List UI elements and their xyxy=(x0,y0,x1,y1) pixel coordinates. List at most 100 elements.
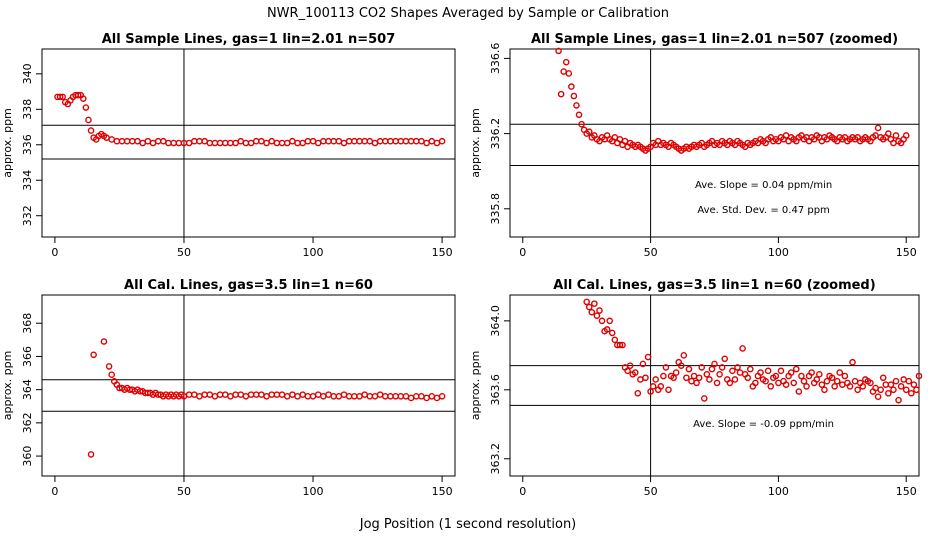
data-point xyxy=(387,392,394,400)
data-point xyxy=(703,370,711,378)
data-point xyxy=(897,383,905,390)
data-point xyxy=(644,353,652,361)
data-point xyxy=(268,137,276,145)
y-axis-label: approx. ppm xyxy=(469,351,482,421)
data-point xyxy=(345,137,353,145)
data-point xyxy=(412,392,420,400)
data-point xyxy=(227,139,234,147)
data-point xyxy=(639,360,647,368)
data-point xyxy=(915,372,923,380)
data-point xyxy=(242,139,250,147)
data-point xyxy=(268,391,276,398)
data-point xyxy=(134,137,141,145)
data-point xyxy=(160,137,167,145)
data-point xyxy=(795,388,803,395)
x-tick-label: 50 xyxy=(644,485,658,498)
data-point xyxy=(685,365,693,373)
data-point xyxy=(698,364,706,371)
data-point xyxy=(608,329,616,337)
data-point xyxy=(80,95,87,102)
data-point xyxy=(273,139,281,147)
x-tick-label: 100 xyxy=(768,485,789,498)
data-point xyxy=(392,137,399,145)
data-point xyxy=(221,139,229,147)
data-point xyxy=(647,388,654,395)
data-point xyxy=(670,374,677,382)
data-point xyxy=(787,369,795,376)
y-tick-label: 335.8 xyxy=(489,193,502,225)
y-tick-label: 332 xyxy=(21,205,34,226)
data-point xyxy=(833,377,841,385)
data-point xyxy=(913,386,920,394)
data-point xyxy=(793,365,800,373)
data-point xyxy=(729,367,736,375)
data-point xyxy=(325,391,332,398)
data-point xyxy=(818,381,826,388)
figure-x-axis-label: Jog Position (1 second resolution) xyxy=(359,517,577,532)
plot-frame xyxy=(41,294,456,477)
data-point xyxy=(885,130,892,137)
data-point xyxy=(652,376,660,383)
data-point xyxy=(108,136,115,143)
data-point xyxy=(874,393,882,401)
data-point xyxy=(320,392,327,400)
data-point xyxy=(438,392,446,400)
data-point xyxy=(731,376,739,383)
data-point xyxy=(371,139,379,147)
x-tick-label: 150 xyxy=(432,246,453,259)
data-point xyxy=(237,391,245,398)
data-point xyxy=(90,351,97,359)
data-point xyxy=(665,386,672,394)
chart-panel-3: All Cal. Lines, gas=3.5 lin=1 n=60 0 50 100… xyxy=(1,278,456,498)
data-point xyxy=(87,451,95,458)
data-point xyxy=(626,362,634,369)
data-point xyxy=(555,47,562,55)
chart-title: All Sample Lines, gas=1 lin=2.01 n=507 xyxy=(102,32,396,47)
data-point xyxy=(892,377,900,385)
data-point xyxy=(382,137,389,145)
data-point xyxy=(289,137,296,145)
y-tick-label: 340 xyxy=(21,63,34,84)
data-point xyxy=(407,394,415,402)
data-point xyxy=(593,312,601,319)
y-tick-label: 363.2 xyxy=(489,443,502,475)
y-axis-label: approx. ppm xyxy=(469,108,482,178)
data-point xyxy=(252,391,260,398)
data-point xyxy=(634,389,642,397)
y-tick-label: 362 xyxy=(21,412,34,433)
data-point xyxy=(283,392,291,400)
data-point xyxy=(823,377,831,385)
data-point xyxy=(631,369,639,376)
x-tick-label: 150 xyxy=(896,246,917,259)
data-point xyxy=(144,137,152,145)
data-point xyxy=(877,386,884,394)
data-point xyxy=(757,369,764,376)
data-point xyxy=(433,394,441,402)
data-point xyxy=(242,392,250,400)
plot-frame xyxy=(509,48,920,238)
data-point xyxy=(603,326,611,333)
data-point xyxy=(708,365,716,373)
chart-title: All Cal. Lines, gas=3.5 lin=1 n=60 (zoom… xyxy=(553,278,875,293)
data-point xyxy=(790,379,798,387)
data-point xyxy=(739,345,746,352)
y-axis-label: approx. ppm xyxy=(1,108,14,178)
data-point xyxy=(849,358,856,366)
data-point xyxy=(726,379,734,387)
data-point xyxy=(412,137,420,145)
data-point xyxy=(196,137,203,145)
x-tick-label: 150 xyxy=(432,485,453,498)
data-point xyxy=(591,300,598,307)
data-point xyxy=(299,139,307,147)
data-point xyxy=(683,374,690,382)
data-point xyxy=(320,137,327,145)
data-point xyxy=(221,391,229,398)
x-tick-label: 50 xyxy=(644,246,658,259)
data-point xyxy=(734,364,741,371)
data-point xyxy=(74,91,82,99)
x-tick-label: 0 xyxy=(519,246,526,259)
data-point xyxy=(113,137,121,145)
data-point xyxy=(263,139,270,147)
data-point xyxy=(211,139,219,147)
data-point xyxy=(433,139,441,147)
